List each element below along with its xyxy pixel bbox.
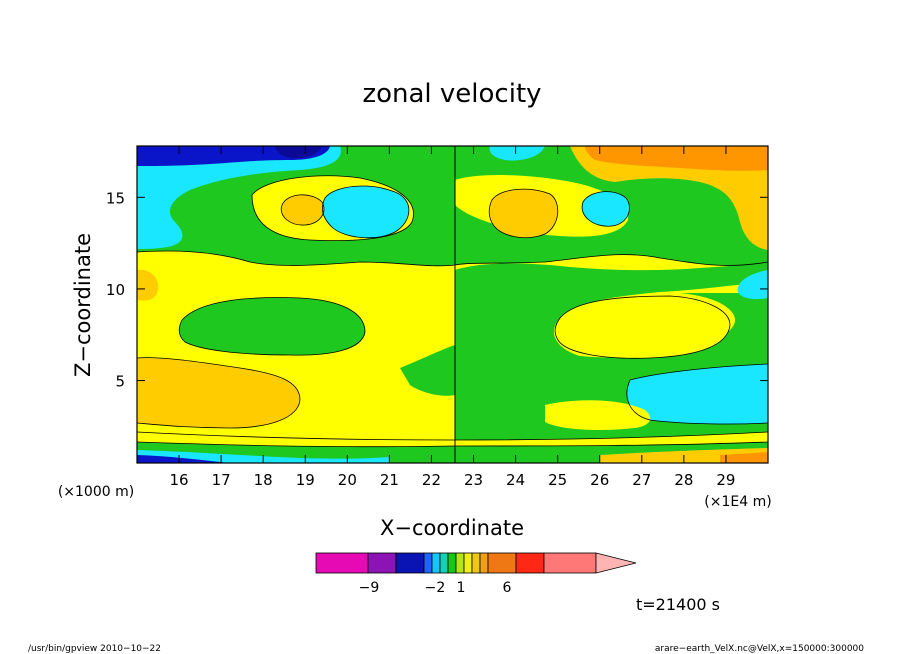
region-darkblue-top-left [275, 146, 322, 159]
colorbar-segment [455, 552, 465, 574]
contour-lines [136, 175, 769, 448]
band-blue-bottom-left [137, 455, 230, 463]
colorbar-label-6: 6 [503, 580, 512, 596]
colorbar-label-neg2: −2 [425, 580, 446, 596]
region-orange-top-right [585, 146, 768, 171]
y-tick-label: 15 [106, 189, 125, 207]
x-tick-label: 16 [170, 471, 189, 489]
colorbar-segment [463, 552, 473, 574]
x-tick-label: 22 [422, 471, 441, 489]
region-green-mid-left [179, 297, 365, 356]
colorbar-segment [439, 552, 449, 574]
x-tick-label: 17 [212, 471, 231, 489]
colorbar-segment [487, 552, 517, 574]
region-cyan-top-left [137, 146, 341, 249]
x-tick-label: 27 [632, 471, 651, 489]
x-tick-label: 23 [464, 471, 483, 489]
colorbar-segment [447, 552, 457, 574]
band-darkorange-bottom-right [720, 452, 768, 463]
colorbar-segment [543, 552, 597, 574]
x-tick-label: 20 [338, 471, 357, 489]
x-tick-label: 19 [296, 471, 315, 489]
colorbar-segment [431, 552, 441, 574]
region-cyan-top-center [489, 146, 545, 161]
region-orange-left-edge [137, 269, 159, 301]
x-axis-label: X−coordinate [380, 516, 524, 540]
region-cyan-right-edge [737, 270, 768, 300]
colorbar-segment [423, 552, 433, 574]
footer-left: /usr/bin/gpview 2010−10−22 [28, 644, 161, 654]
y-axis-ticks: 5 10 15 [106, 189, 768, 391]
colorbar-label-1: 1 [457, 580, 466, 596]
colorbar-segment [367, 552, 397, 574]
x-tick-label: 29 [716, 471, 735, 489]
colorbar-segment [395, 552, 425, 574]
footer-right: arare−earth_VelX.nc@VelX,x=150000:300000 [655, 644, 864, 654]
plot-area [136, 145, 769, 464]
y-tick-label: 5 [115, 373, 125, 391]
colorbar-segment [471, 552, 481, 574]
x-tick-label: 24 [506, 471, 525, 489]
x-unit-label: (×1E4 m) [704, 494, 771, 510]
x-tick-label: 26 [590, 471, 609, 489]
colorbar-extend-arrow [595, 552, 637, 574]
x-tick-label: 21 [380, 471, 399, 489]
region-cyan-blob-right [582, 191, 630, 227]
region-orange-lower-left [137, 357, 300, 428]
region-lightorange-top-right [570, 146, 768, 250]
y-axis-label: Z−coordinate [71, 233, 95, 377]
colorbar-segment [479, 552, 489, 574]
time-label: t=21400 s [636, 595, 720, 614]
colorbar-labels: −9 −2 1 6 [359, 580, 512, 596]
region-orange-blob-right [489, 189, 558, 238]
region-orange-blob-left [281, 194, 325, 226]
region-yellow-mid-right [555, 296, 730, 359]
colorbar-segment [315, 552, 369, 574]
y-tick-label: 10 [106, 281, 125, 299]
chart-title: zonal velocity [362, 79, 541, 109]
x-axis-ticks: 16 17 18 19 20 21 22 23 24 25 26 27 28 29 [170, 146, 735, 489]
y-unit-label: (×1000 m) [58, 484, 134, 500]
x-tick-label: 18 [254, 471, 273, 489]
plot-frame [136, 145, 769, 464]
colorbar [315, 552, 637, 574]
x-tick-label: 25 [548, 471, 567, 489]
region-cyan-lower-right [626, 364, 768, 424]
colorbar-label-neg9: −9 [359, 580, 380, 596]
region-green-lower-center [400, 345, 455, 396]
colorbar-segment [515, 552, 545, 574]
x-tick-label: 28 [674, 471, 693, 489]
region-yellow-lower-right [545, 400, 651, 430]
region-cyan-blob-left [322, 186, 409, 238]
